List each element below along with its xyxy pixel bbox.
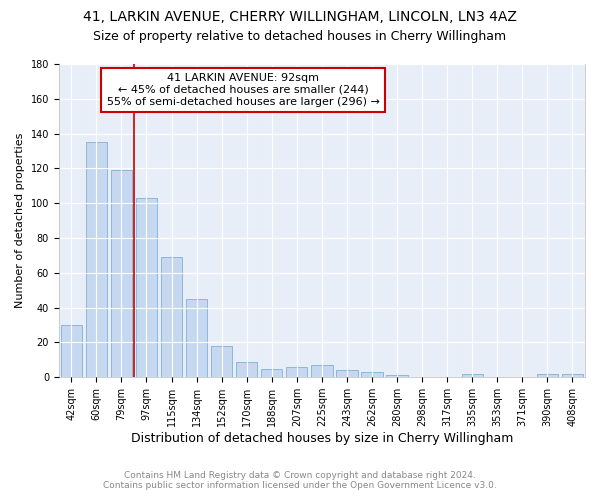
X-axis label: Distribution of detached houses by size in Cherry Willingham: Distribution of detached houses by size …	[131, 432, 513, 445]
Bar	[111, 170, 132, 377]
Bar	[311, 365, 332, 377]
Bar	[136, 198, 157, 377]
Bar	[386, 376, 408, 377]
Bar	[361, 372, 383, 377]
Bar	[336, 370, 358, 377]
Text: 41, LARKIN AVENUE, CHERRY WILLINGHAM, LINCOLN, LN3 4AZ: 41, LARKIN AVENUE, CHERRY WILLINGHAM, LI…	[83, 10, 517, 24]
Bar	[186, 299, 207, 377]
Text: Contains HM Land Registry data © Crown copyright and database right 2024.
Contai: Contains HM Land Registry data © Crown c…	[103, 470, 497, 490]
Bar	[236, 362, 257, 377]
Bar	[161, 257, 182, 377]
Bar	[286, 367, 307, 377]
Text: 41 LARKIN AVENUE: 92sqm
← 45% of detached houses are smaller (244)
55% of semi-d: 41 LARKIN AVENUE: 92sqm ← 45% of detache…	[107, 74, 379, 106]
Bar	[562, 374, 583, 377]
Bar	[211, 346, 232, 377]
Y-axis label: Number of detached properties: Number of detached properties	[15, 133, 25, 308]
Bar	[537, 374, 558, 377]
Bar	[261, 368, 283, 377]
Bar	[61, 325, 82, 377]
Bar	[86, 142, 107, 377]
Bar	[461, 374, 483, 377]
Text: Size of property relative to detached houses in Cherry Willingham: Size of property relative to detached ho…	[94, 30, 506, 43]
